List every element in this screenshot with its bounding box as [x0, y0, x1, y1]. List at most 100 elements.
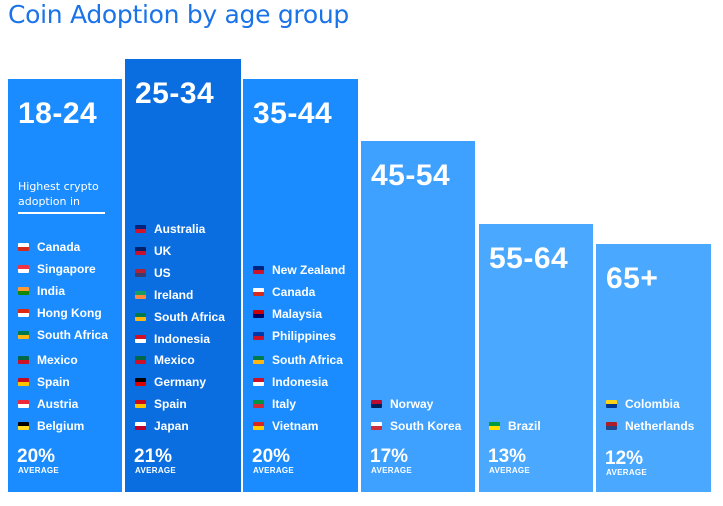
average-value: 12%	[605, 448, 644, 469]
bar-45-54: 45-54 Norway South Korea 17% AVERAGE	[361, 141, 475, 492]
country-item: Ireland	[135, 288, 193, 302]
highlight-label: Highest crypto adoption in	[18, 180, 99, 208]
country-name: Spain	[37, 375, 70, 389]
flag-icon	[135, 400, 146, 408]
country-name: Malaysia	[272, 307, 323, 321]
flag-icon	[371, 400, 382, 408]
flag-icon	[18, 243, 29, 251]
country-name: Spain	[154, 397, 187, 411]
country-name: South Africa	[37, 328, 108, 342]
bar-35-44: 35-44 New Zealand Canada Malaysia Philippine…	[243, 79, 358, 492]
country-name: Belgium	[37, 419, 85, 433]
country-name: Indonesia	[272, 375, 329, 389]
country-item: Singapore	[18, 262, 96, 276]
country-name: Austria	[37, 397, 79, 411]
country-item: Malaysia	[253, 307, 322, 321]
flag-icon	[135, 269, 146, 277]
country-item: New Zealand	[253, 263, 345, 277]
flag-icon	[253, 400, 264, 408]
country-item: Canada	[253, 285, 315, 299]
country-name: Philippines	[272, 329, 337, 343]
country-item: Austria	[18, 397, 78, 411]
bar-65+: 65+ Colombia Netherlands 12% AVERAGE	[596, 244, 711, 492]
country-name: Italy	[272, 397, 297, 411]
country-name: New Zealand	[272, 263, 346, 277]
country-name: US	[154, 266, 171, 280]
country-item: India	[18, 284, 65, 298]
flag-icon	[253, 356, 264, 364]
country-item: South Africa	[135, 310, 225, 324]
country-name: Brazil	[508, 419, 541, 433]
average-label: AVERAGE	[606, 468, 648, 477]
country-item: South Korea	[371, 419, 461, 433]
flag-icon	[253, 288, 264, 296]
average-value: 17%	[370, 446, 409, 467]
country-name: Netherlands	[625, 419, 695, 433]
flag-icon	[135, 225, 146, 233]
country-item: Indonesia	[135, 332, 210, 346]
bar-55-64: 55-64 Brazil 13% AVERAGE	[479, 224, 593, 492]
country-item: Indonesia	[253, 375, 328, 389]
country-item: Australia	[135, 222, 205, 236]
country-name: UK	[154, 244, 172, 258]
country-name: Germany	[154, 375, 207, 389]
country-item: Hong Kong	[18, 306, 102, 320]
average-label: AVERAGE	[489, 466, 531, 475]
flag-icon	[18, 378, 29, 386]
flag-icon	[135, 335, 146, 343]
flag-icon	[371, 422, 382, 430]
country-name: Norway	[390, 397, 434, 411]
country-name: South Africa	[154, 310, 225, 324]
chart-title: Coin Adoption by age group	[8, 0, 349, 29]
flag-icon	[253, 266, 264, 274]
country-item: Belgium	[18, 419, 84, 433]
country-item: UK	[135, 244, 171, 258]
flag-icon	[135, 378, 146, 386]
flag-icon	[253, 378, 264, 386]
country-name: Vietnam	[272, 419, 319, 433]
flag-icon	[489, 422, 500, 430]
flag-icon	[253, 310, 264, 318]
age-group-label: 25-34	[135, 77, 215, 110]
country-name: Hong Kong	[37, 306, 102, 320]
country-item: Vietnam	[253, 419, 318, 433]
highlight-underline	[18, 212, 105, 214]
average-value: 20%	[17, 446, 56, 467]
country-name: Singapore	[37, 262, 96, 276]
country-name: South Africa	[272, 353, 343, 367]
flag-icon	[18, 356, 29, 364]
age-group-label: 65+	[606, 262, 659, 295]
average-value: 21%	[134, 446, 173, 467]
country-name: Ireland	[154, 288, 194, 302]
country-name: Canada	[272, 285, 316, 299]
flag-icon	[606, 422, 617, 430]
country-item: Spain	[18, 375, 70, 389]
country-name: Australia	[154, 222, 206, 236]
flag-icon	[18, 422, 29, 430]
country-item: Germany	[135, 375, 206, 389]
country-item: Colombia	[606, 397, 680, 411]
age-group-label: 18-24	[18, 97, 98, 130]
country-item: South Africa	[253, 353, 343, 367]
flag-icon	[135, 291, 146, 299]
flag-icon	[606, 400, 617, 408]
country-name: Mexico	[154, 353, 195, 367]
country-name: Canada	[37, 240, 81, 254]
flag-icon	[253, 332, 264, 340]
country-name: South Korea	[390, 419, 462, 433]
age-group-label: 45-54	[371, 159, 451, 192]
country-item: Japan	[135, 419, 189, 433]
flag-icon	[18, 309, 29, 317]
flag-icon	[18, 400, 29, 408]
average-label: AVERAGE	[253, 466, 295, 475]
flag-icon	[135, 313, 146, 321]
age-group-label: 35-44	[253, 97, 333, 130]
flag-icon	[18, 265, 29, 273]
country-item: Norway	[371, 397, 433, 411]
country-name: Mexico	[37, 353, 78, 367]
flag-icon	[135, 356, 146, 364]
country-name: India	[37, 284, 66, 298]
flag-icon	[135, 422, 146, 430]
country-item: US	[135, 266, 171, 280]
flag-icon	[18, 287, 29, 295]
